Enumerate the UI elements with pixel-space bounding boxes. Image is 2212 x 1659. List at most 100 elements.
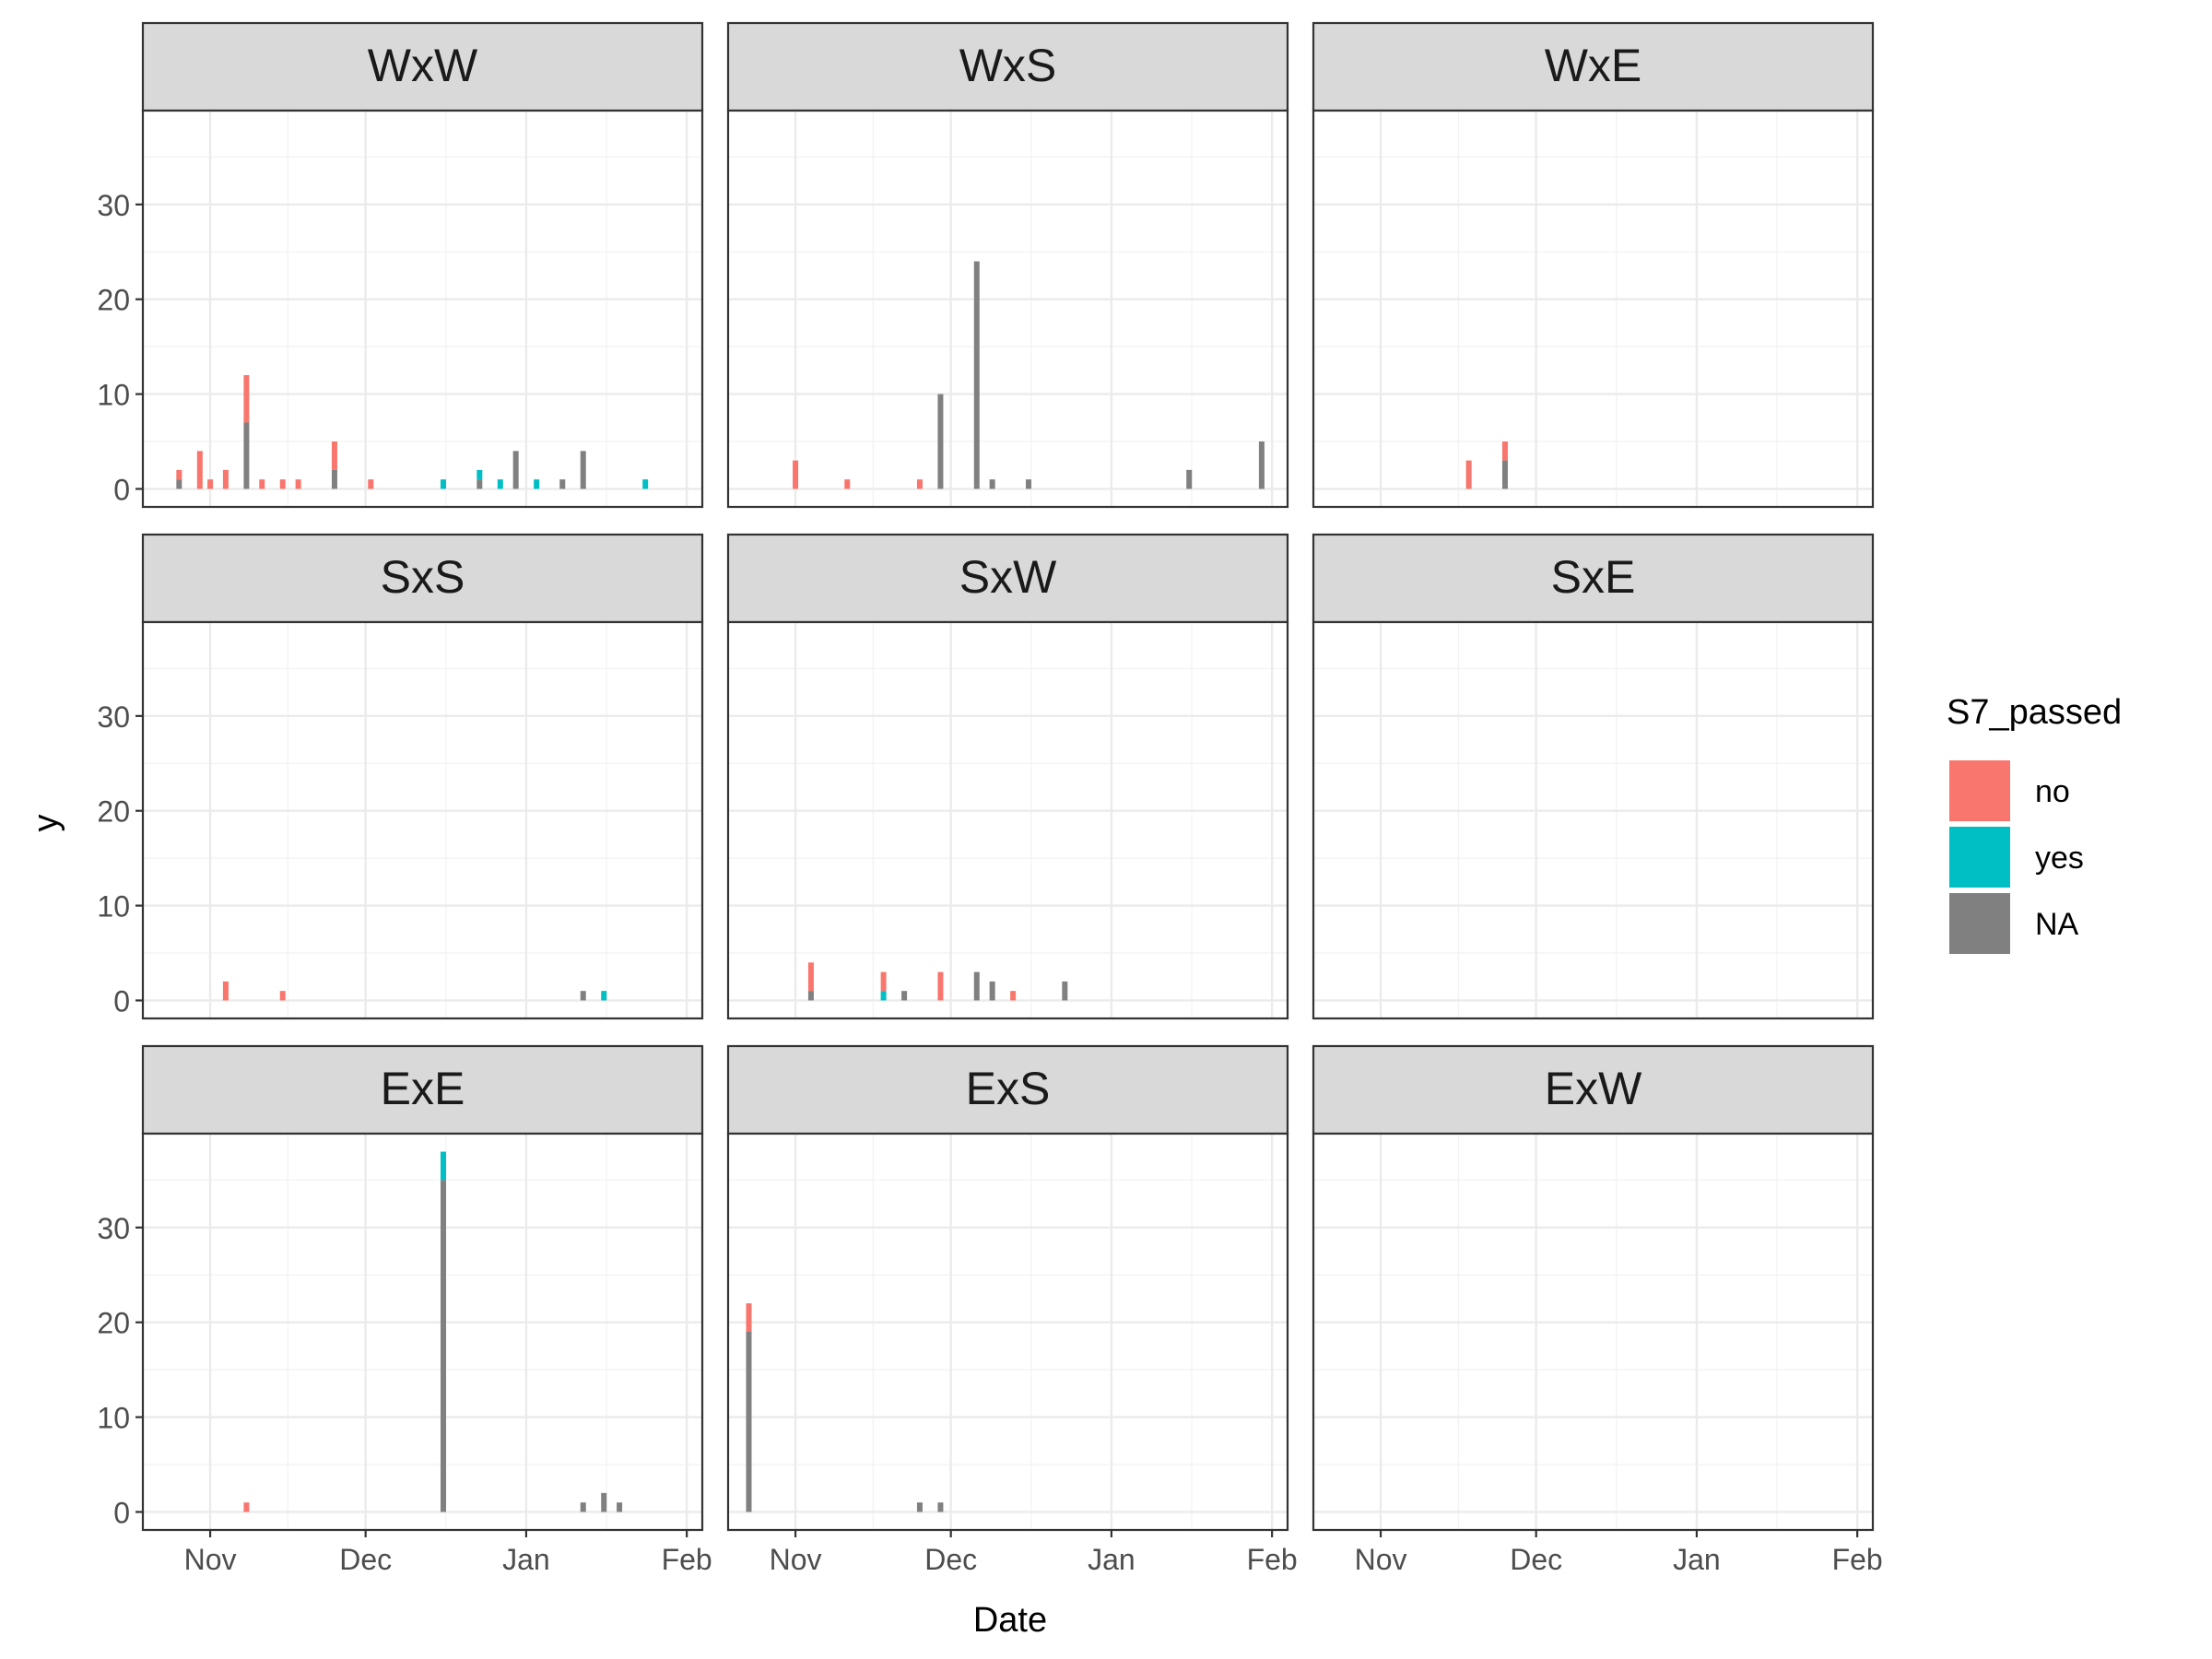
x-tick-label: Feb	[1247, 1543, 1298, 1576]
x-tick-label: Dec	[339, 1543, 392, 1576]
gridlines	[1313, 622, 1873, 1018]
x-tick-label: Feb	[1832, 1543, 1883, 1576]
facet-panel-ExE: ExE 0 10 20 30 Nov Dec Jan Feb	[97, 1044, 712, 1576]
gridlines	[143, 1134, 702, 1530]
bar-segment-yes	[880, 991, 887, 1001]
panel-border	[726, 109, 1289, 509]
facet-strip	[726, 1044, 1289, 1135]
bar-segment-no	[243, 1502, 250, 1512]
panel-border	[726, 620, 1289, 1020]
y-tick-label: 20	[97, 284, 130, 317]
gridlines	[728, 111, 1288, 507]
facet-panel-SxE: SxE	[1312, 533, 1875, 1020]
bar-segment-na	[601, 1492, 607, 1512]
facet-strip-label: WxS	[959, 40, 1057, 91]
bar-segment-yes	[440, 1151, 446, 1181]
bars	[243, 1151, 623, 1512]
y-tick-label: 10	[97, 379, 130, 412]
x-axis-label: Date	[973, 1601, 1047, 1640]
bar-segment-yes	[534, 479, 540, 489]
plot-background	[1313, 622, 1873, 1018]
plot-background	[728, 111, 1288, 507]
x-axis: Nov Dec Jan Feb	[770, 1530, 1298, 1576]
x-tick-label: Jan	[1673, 1543, 1721, 1576]
bar-segment-no	[196, 451, 203, 489]
y-axis: 0 10 20 30	[97, 1212, 143, 1529]
bar-segment-yes	[642, 479, 649, 489]
facet-strip-label: SxE	[1551, 551, 1636, 603]
bar-segment-na	[973, 971, 980, 1001]
plot-background	[143, 111, 702, 507]
x-tick-label: Nov	[770, 1543, 822, 1576]
plot-background	[143, 622, 702, 1018]
legend-key-no	[1949, 760, 2010, 821]
facet-panel-SxW: SxW	[726, 533, 1289, 1020]
bar-segment-na	[989, 479, 995, 489]
bar-segment-no	[880, 971, 887, 992]
bar-segment-na	[1258, 441, 1265, 489]
legend-key-yes	[1949, 827, 2010, 888]
plot-background	[1313, 1134, 1873, 1530]
y-tick-label: 20	[97, 795, 130, 829]
bar-segment-na	[1062, 981, 1068, 1001]
plot-background	[143, 1134, 702, 1530]
bar-segment-no	[243, 375, 250, 423]
bar-segment-na	[176, 479, 182, 489]
facet-strip-label: WxE	[1545, 40, 1642, 91]
bars	[176, 375, 649, 489]
bars	[1465, 441, 1508, 489]
bars	[222, 981, 607, 1001]
facet-strip	[141, 533, 704, 624]
legend-label: yes	[2035, 841, 2084, 876]
panel-border	[141, 109, 704, 509]
bar-segment-na	[937, 394, 944, 489]
bar-segment-na	[243, 422, 250, 489]
x-tick-label: Jan	[502, 1543, 550, 1576]
y-tick-label: 30	[97, 700, 130, 734]
y-tick-label: 10	[97, 890, 130, 924]
bar-segment-na	[746, 1332, 752, 1512]
x-tick-label: Dec	[1510, 1543, 1562, 1576]
panel-border	[1312, 1132, 1875, 1532]
bar-segment-yes	[497, 479, 503, 489]
panel-border	[1312, 109, 1875, 509]
bar-segment-no	[1501, 441, 1508, 461]
facet-panel-SxS: SxS 0 10 20 30	[97, 533, 704, 1020]
bar-segment-no	[793, 460, 799, 489]
y-axis: 0 10 20 30	[97, 189, 143, 506]
facet-strip	[1312, 1044, 1875, 1135]
plot-background	[1313, 111, 1873, 507]
legend-entries: no yes NA	[1949, 760, 2084, 954]
facet-strip	[1312, 21, 1875, 112]
bar-segment-na	[916, 1502, 923, 1512]
bar-segment-na	[1186, 469, 1193, 489]
panel-border	[141, 1132, 704, 1532]
bar-segment-na	[512, 451, 519, 489]
bar-segment-no	[331, 441, 337, 470]
bar-segment-na	[901, 991, 908, 1001]
bar-segment-na	[331, 469, 337, 489]
bar-segment-na	[1025, 479, 1031, 489]
facet-strip	[726, 21, 1289, 112]
y-tick-label: 0	[113, 1496, 130, 1529]
x-tick-label: Feb	[662, 1543, 712, 1576]
bar-segment-na	[807, 991, 814, 1001]
bar-segment-no	[844, 479, 851, 489]
plot-background	[728, 622, 1288, 1018]
y-tick-label: 0	[113, 984, 130, 1018]
bar-segment-no	[279, 991, 286, 1001]
gridlines	[1313, 1134, 1873, 1530]
panel-border	[726, 1132, 1289, 1532]
bars	[746, 1303, 944, 1512]
bar-segment-yes	[440, 479, 446, 489]
y-axis-label: y	[27, 815, 65, 832]
bar-segment-no	[207, 479, 214, 489]
y-tick-label: 0	[113, 473, 130, 506]
bar-segment-na	[477, 479, 483, 489]
gridlines	[728, 622, 1288, 1018]
facet-panel-WxE: WxE	[1312, 21, 1875, 509]
y-tick-label: 30	[97, 1212, 130, 1245]
bar-segment-yes	[477, 469, 483, 480]
legend-label: no	[2035, 774, 2070, 809]
